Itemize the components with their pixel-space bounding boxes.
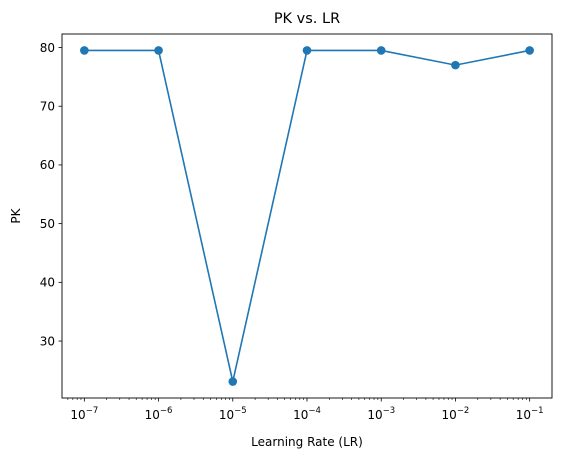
x-tick-label: 10−3 xyxy=(367,406,395,422)
y-tick-label: 40 xyxy=(40,276,55,290)
data-point xyxy=(376,46,386,55)
data-point xyxy=(228,377,238,386)
x-tick-label: 10−4 xyxy=(293,406,321,422)
chart-title: PK vs. LR xyxy=(274,11,340,27)
x-tick-label: 10−5 xyxy=(219,406,247,422)
series-line xyxy=(84,49,530,382)
y-tick-label: 70 xyxy=(40,100,55,114)
x-axis: 10−7 10−6 10−5 10−4 10−3 10−2 10−1 xyxy=(70,398,544,422)
y-tick-label: 80 xyxy=(40,41,55,55)
x-minor-ticks xyxy=(67,398,527,400)
x-axis-label: Learning Rate (LR) xyxy=(251,435,363,449)
plot-frame xyxy=(61,33,553,399)
data-point xyxy=(302,46,312,55)
data-point xyxy=(80,46,89,55)
y-tick-label: 50 xyxy=(40,217,55,231)
x-tick-label: 10−1 xyxy=(516,406,544,422)
x-tick-label: 10−2 xyxy=(442,406,470,422)
data-point xyxy=(154,46,163,55)
y-axis: 30 40 50 60 70 80 xyxy=(40,41,62,348)
y-axis-label: PK xyxy=(9,207,23,223)
x-tick-label: 10−7 xyxy=(70,406,98,422)
y-tick-label: 60 xyxy=(40,158,55,172)
data-point xyxy=(451,60,460,70)
series-markers xyxy=(80,46,534,386)
data-point xyxy=(525,46,534,55)
x-tick-label: 10−6 xyxy=(145,406,173,422)
y-tick-label: 30 xyxy=(40,334,55,348)
